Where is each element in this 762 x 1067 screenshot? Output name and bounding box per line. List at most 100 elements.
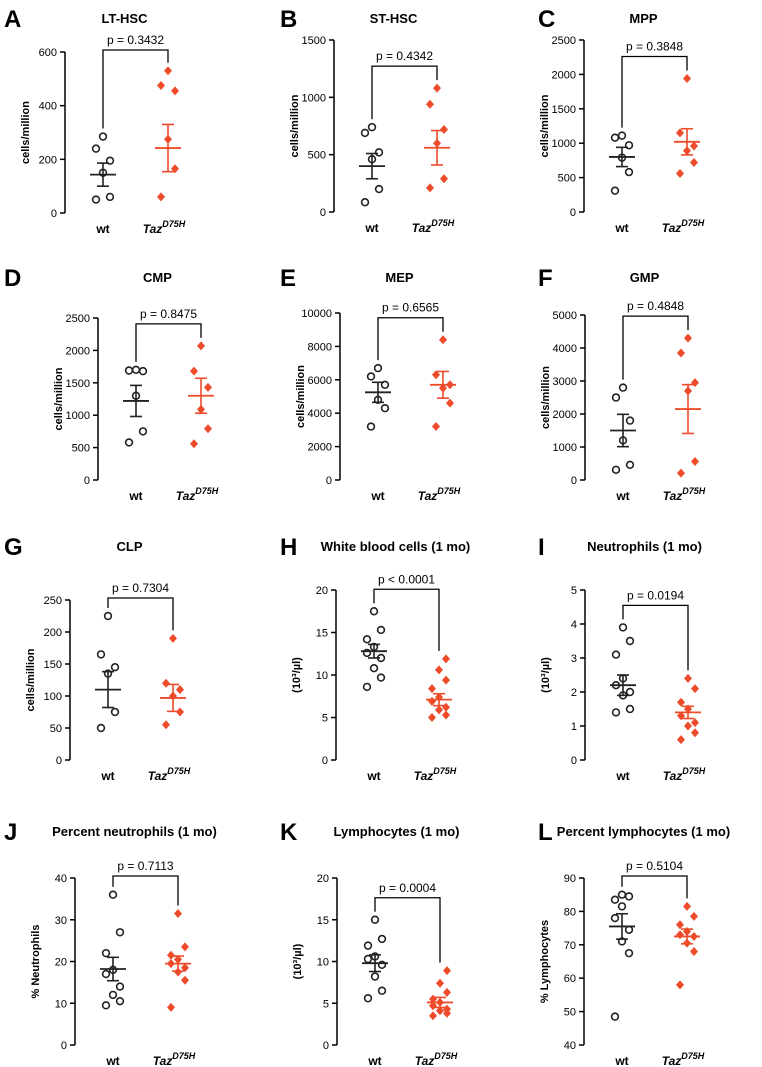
taz-data-point [691, 718, 699, 728]
panel-title: GMP [630, 270, 660, 285]
wt-data-point [115, 928, 125, 937]
taz-data-point [442, 702, 450, 712]
x-label-taz-base: Taz [412, 221, 432, 235]
y-tick-label: 90 [564, 873, 576, 885]
y-axis-label: % Lymphocytes [539, 920, 551, 1003]
y-tick-label: 2000 [553, 409, 577, 421]
panel-title: MEP [385, 270, 414, 285]
x-label-wt: wt [105, 1054, 119, 1067]
p-value-label: p = 0.0004 [379, 881, 436, 895]
wt-data-point [138, 366, 148, 376]
wt-data-point [96, 650, 106, 659]
wt-data-point [91, 144, 101, 153]
wt-data-point [624, 925, 634, 934]
y-tick-label: 2 [571, 687, 577, 699]
y-tick-label: 2000 [552, 69, 576, 81]
significance-bracket [621, 875, 688, 899]
wt-data-point [376, 625, 386, 635]
taz-data-point [167, 1002, 175, 1012]
wt-data-point [377, 934, 387, 944]
taz-data-point [204, 424, 212, 434]
x-label-taz-superscript: D75H [433, 766, 457, 776]
wt-data-point [625, 460, 635, 470]
x-label-taz-base: Taz [662, 1054, 682, 1067]
x-label-wt: wt [615, 769, 629, 783]
y-tick-label: 15 [317, 915, 329, 927]
wt-data-point [105, 192, 115, 202]
panel-title: LT-HSC [102, 11, 149, 26]
y-tick-label: 2500 [552, 35, 576, 47]
panel-letter: A [4, 6, 21, 33]
y-tick-label: 10 [55, 998, 67, 1010]
taz-data-point [190, 439, 198, 449]
x-label-taz-base: Taz [143, 222, 163, 236]
wt-data-point [103, 611, 113, 621]
taz-data-point [690, 157, 698, 167]
wt-data-point [124, 438, 134, 447]
panel-letter: G [4, 534, 23, 561]
wt-data-point [610, 1012, 620, 1021]
taz-data-point [676, 980, 684, 990]
y-tick-label: 3000 [553, 376, 577, 388]
y-tick-label: 40 [55, 873, 67, 885]
wt-data-point [617, 131, 627, 140]
significance-bracket [371, 65, 438, 120]
significance-bracket [107, 597, 174, 631]
taz-data-point [677, 348, 685, 358]
taz-data-point [435, 665, 443, 675]
taz-data-point [181, 963, 189, 973]
taz-data-point [436, 978, 444, 988]
panel-h: H White blood cells (1 mo) 0 5 10 15 20 (10³/µl… [280, 534, 470, 783]
y-tick-label: 20 [316, 585, 328, 597]
p-value-label: p = 0.7113 [117, 859, 173, 873]
y-tick-label: 1000 [302, 92, 326, 104]
wt-data-point [366, 372, 376, 381]
panel-title: Percent neutrophils (1 mo) [52, 824, 217, 839]
taz-data-point [684, 721, 692, 731]
y-tick-label: 80 [564, 906, 576, 918]
taz-data-point [426, 183, 434, 193]
taz-data-point [204, 382, 212, 392]
significance-bracket [373, 588, 440, 651]
taz-data-point [426, 99, 434, 109]
significance-bracket [622, 604, 689, 671]
taz-data-point [683, 901, 691, 911]
wt-data-point [624, 892, 634, 901]
wt-data-point [124, 366, 134, 375]
y-tick-label: 0 [570, 207, 576, 219]
wt-data-point [370, 972, 380, 981]
x-label-taz: TazD75H [663, 486, 706, 503]
x-label-taz-base: Taz [418, 489, 438, 503]
y-axis-label: (10³/µl) [540, 657, 552, 693]
wt-data-point [360, 198, 370, 207]
x-label-taz: TazD75H [153, 1051, 196, 1067]
x-label-wt: wt [614, 221, 628, 235]
panel-title: ST-HSC [370, 11, 418, 26]
panel-j: J Percent neutrophils (1 mo) 0 10 20 30 40 % Ne… [4, 819, 217, 1067]
p-value-label: p = 0.0194 [627, 588, 684, 602]
wt-data-point [363, 994, 373, 1003]
y-tick-label: 200 [39, 154, 57, 166]
taz-data-point [157, 81, 165, 91]
y-tick-label: 3 [571, 653, 577, 665]
taz-data-point [190, 366, 198, 376]
panel-letter: F [538, 265, 553, 292]
wt-data-point [374, 184, 384, 194]
taz-data-point [691, 378, 699, 388]
y-tick-label: 200 [44, 627, 62, 639]
taz-data-point [436, 1006, 444, 1016]
taz-data-point [181, 975, 189, 985]
y-axis-label: cells/million [540, 366, 552, 429]
panel-e: E MEP 0 2000 4000 6000 8000 10000 cells/million p… [280, 265, 461, 503]
y-tick-label: 60 [564, 973, 576, 985]
wt-data-point [625, 416, 635, 425]
y-tick-label: 0 [84, 475, 90, 487]
taz-data-point [443, 987, 451, 997]
taz-data-point [691, 684, 699, 694]
x-label-wt: wt [367, 1054, 381, 1067]
wt-data-point [108, 890, 118, 899]
y-tick-label: 1500 [302, 35, 326, 47]
y-axis-label: % Neutrophils [30, 925, 42, 999]
taz-data-point [443, 966, 451, 976]
wt-data-point [370, 915, 380, 924]
